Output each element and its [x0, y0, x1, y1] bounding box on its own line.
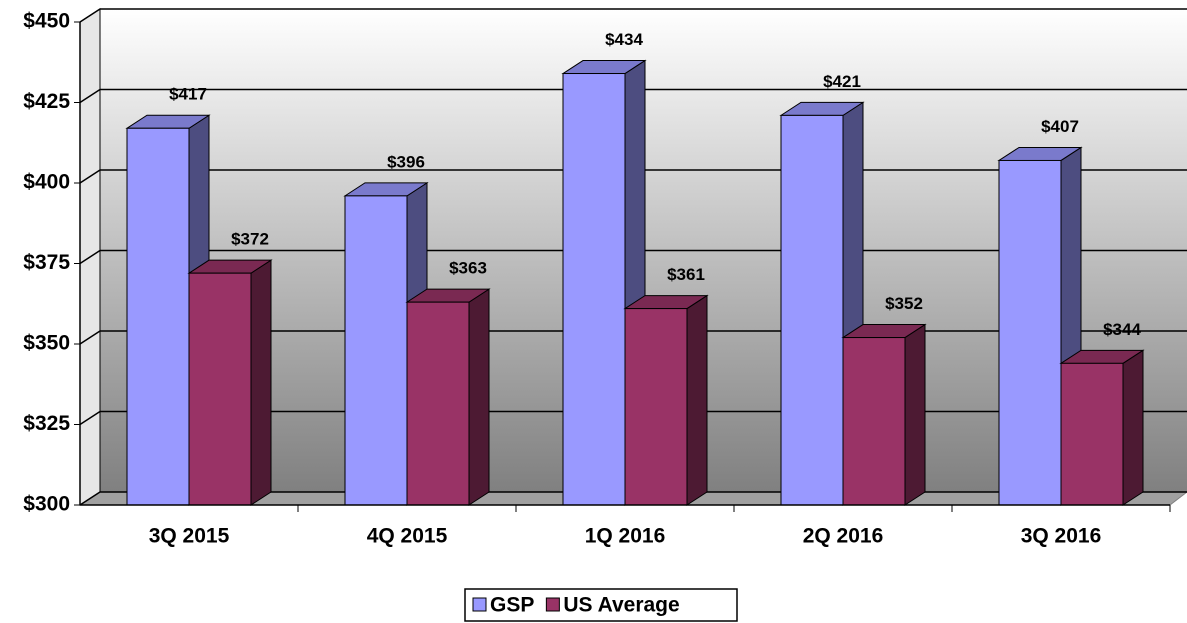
bars: $417 $372 $396 $363 $434 $361 $421 $352 $407 $344: [125, 30, 1145, 506]
legend: GSP US Average: [464, 588, 738, 622]
bar: [188, 272, 252, 506]
y-tick-label: $425: [23, 90, 70, 113]
legend-box: [464, 588, 738, 622]
grid-line: [79, 88, 1187, 104]
bar: [842, 337, 906, 506]
grid-line: [79, 8, 1187, 23]
bar: [998, 159, 1062, 506]
legend-label: GSP: [490, 594, 534, 617]
data-label: $417: [169, 85, 207, 104]
legend-swatch: [545, 597, 560, 612]
bar: [562, 73, 626, 506]
data-label: $396: [387, 152, 425, 171]
bar: [1060, 362, 1124, 506]
y-tick-label: $450: [23, 10, 70, 33]
data-label: $361: [667, 265, 705, 284]
bar: [126, 127, 190, 506]
data-label: $363: [449, 259, 487, 278]
x-tick-label: 4Q 2015: [367, 525, 448, 548]
x-tick-label: 3Q 2015: [149, 525, 230, 548]
bar-side: [250, 259, 272, 506]
y-tick-label: $325: [23, 412, 70, 435]
bar: [780, 114, 844, 506]
y-tick-label: $400: [23, 171, 70, 194]
data-label: $421: [823, 72, 861, 91]
bar-side: [468, 288, 490, 506]
bar-side: [904, 323, 926, 506]
x-tick-label: 3Q 2016: [1021, 525, 1102, 548]
data-label: $434: [605, 30, 643, 49]
bar-side: [686, 294, 708, 506]
bar-side: [1122, 349, 1144, 506]
data-label: $344: [1103, 320, 1141, 339]
x-tick-label: 2Q 2016: [803, 525, 884, 548]
y-tick-label: $300: [23, 493, 70, 516]
data-label: $352: [885, 294, 923, 313]
data-label: $407: [1041, 117, 1079, 136]
bar: [344, 195, 408, 506]
legend-swatch: [472, 597, 487, 612]
bar: [624, 308, 688, 506]
legend-label: US Average: [563, 594, 679, 617]
data-label: $372: [231, 230, 269, 249]
y-tick-label: $375: [23, 251, 70, 274]
bar: [406, 301, 470, 506]
y-tick-label: $350: [23, 332, 70, 355]
x-tick-label: 1Q 2016: [585, 525, 666, 548]
